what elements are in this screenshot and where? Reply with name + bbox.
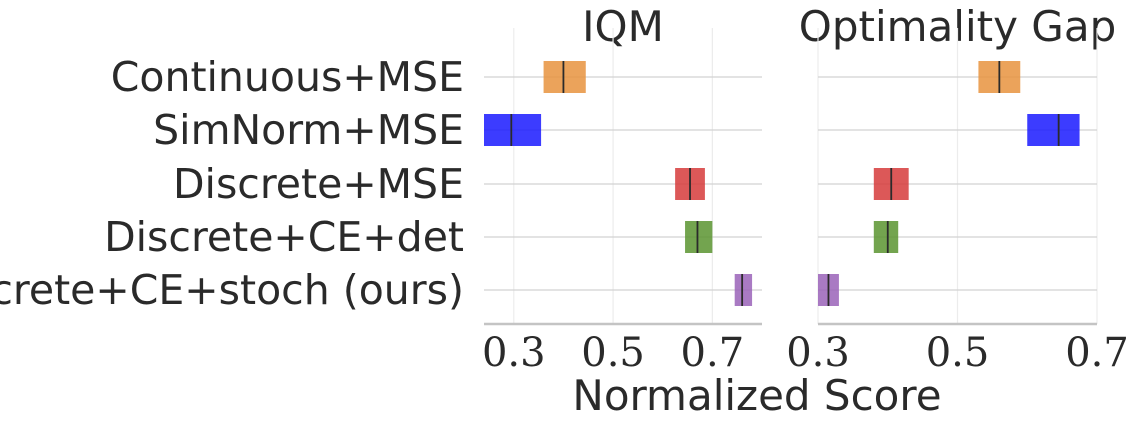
interval-bar [873, 221, 899, 253]
x-tick-label: 0.7 [681, 330, 745, 376]
x-axis-label: Normalized Score [572, 371, 941, 420]
interval-bar [484, 114, 542, 146]
x-tick-label: 0.5 [581, 330, 645, 376]
category-label: Discrete+CE+stoch (ours) [0, 266, 464, 314]
x-tick-label: 0.3 [786, 330, 850, 376]
category-label: Continuous+MSE [111, 53, 464, 101]
interval-bar [685, 221, 713, 253]
x-tick-label: 0.7 [1065, 330, 1129, 376]
x-tick-label: 0.5 [926, 330, 990, 376]
interval-bar [543, 61, 586, 93]
panel-title: IQM [582, 2, 664, 51]
category-label: Discrete+CE+det [104, 213, 464, 261]
category-label: SimNorm+MSE [153, 106, 464, 154]
x-tick-label: 0.3 [482, 330, 546, 376]
category-labels: Continuous+MSE SimNorm+MSE Discrete+MSE Dis… [0, 53, 464, 314]
category-label: Discrete+MSE [173, 160, 464, 208]
panel-iqm: IQM 0.3 0.5 0.7 [482, 2, 762, 376]
interval-bar [1027, 114, 1080, 146]
interval-bar [734, 274, 753, 306]
